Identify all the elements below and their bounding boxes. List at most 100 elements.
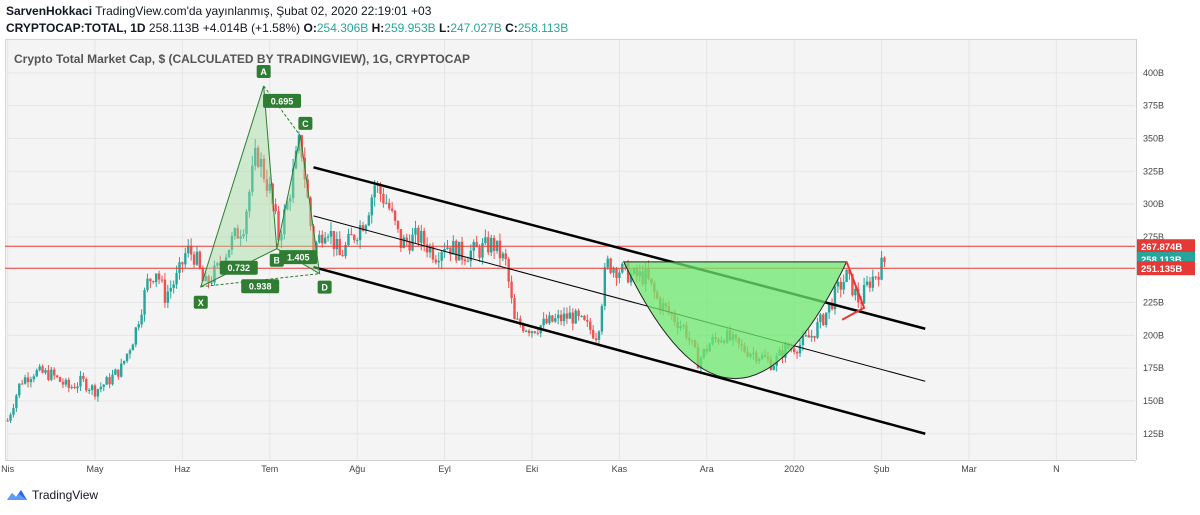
candle-body [498, 240, 502, 259]
candle-body [87, 389, 91, 391]
candle-body [842, 282, 845, 290]
x-tick-label: Tem [261, 464, 278, 474]
candle-body [181, 262, 184, 265]
x-tick-label: Eki [526, 464, 539, 474]
chart-pane[interactable] [5, 39, 1136, 462]
footer-brand[interactable]: TradingView [32, 488, 99, 502]
author-name[interactable]: SarvenHokkaci [6, 4, 93, 18]
candle-body [603, 267, 607, 307]
tradingview-logo-icon[interactable] [6, 488, 28, 502]
y-tick-label: 300B [1143, 199, 1164, 209]
candle-body [457, 241, 461, 261]
high-label: H: [371, 21, 385, 35]
candle-body [353, 235, 356, 241]
candle-body [79, 375, 82, 387]
candle-body [85, 379, 88, 391]
candle-body [99, 386, 103, 390]
candle-body [210, 282, 213, 284]
candle-body [839, 281, 842, 290]
flag-shape [841, 261, 866, 321]
candle-body [431, 246, 435, 260]
candle-body [626, 263, 630, 283]
x-tick-label: Haz [174, 464, 191, 474]
candle-body [373, 185, 376, 198]
candle-body [557, 314, 560, 319]
x-tick-label: N [1053, 464, 1060, 474]
x-tick-label: Ağu [349, 464, 365, 474]
candle-body [868, 281, 872, 288]
candle-body [29, 379, 33, 383]
candle-body [478, 247, 481, 258]
candle-body [178, 262, 181, 273]
ratio-label: 0.732 [228, 263, 251, 273]
candle-body [160, 279, 164, 281]
candle-body [114, 369, 117, 375]
candle-body [533, 331, 537, 333]
candle-body [323, 237, 327, 244]
candle-body [9, 414, 12, 421]
candle-body [122, 360, 126, 364]
candle-body [23, 377, 27, 384]
candle-body [527, 330, 531, 334]
candle-body [388, 202, 391, 209]
candle-body [519, 318, 522, 325]
candle-body [364, 225, 368, 231]
y-tick-label: 350B [1143, 133, 1164, 143]
candle-body [524, 330, 528, 332]
candle-body [466, 261, 470, 263]
channel-line-middle [313, 215, 926, 382]
high-value: 259.953B [384, 21, 436, 35]
candle-body [169, 287, 172, 292]
candle-body [248, 191, 251, 212]
candle-body [440, 252, 443, 261]
time-axis[interactable] [5, 460, 1135, 481]
ratio-badge [241, 279, 280, 294]
candle-body [201, 268, 205, 282]
y-tick-label: 275B [1143, 232, 1164, 242]
candle-body [44, 370, 47, 373]
candle-body [565, 313, 569, 319]
candle-body [213, 265, 216, 283]
price-label-text: 251.135B [1141, 264, 1182, 275]
candle-body [227, 249, 231, 258]
candle-body [836, 281, 840, 287]
candle-body [504, 253, 507, 260]
candle-body [370, 197, 373, 216]
candle-body [120, 363, 123, 377]
candle-body [131, 344, 135, 351]
candle-body [405, 237, 408, 242]
candle-body [845, 269, 848, 283]
candle-body [26, 377, 30, 383]
candle-body [38, 366, 41, 371]
candle-body [184, 253, 187, 265]
ratio-label: 0.695 [271, 96, 294, 106]
candle-body [335, 238, 339, 250]
harmonic-point-label: C [302, 119, 309, 129]
candle-body [58, 377, 62, 382]
candle-body [341, 255, 344, 257]
candle-body [437, 260, 440, 263]
candle-body [554, 318, 557, 322]
candle-body [192, 254, 196, 265]
x-tick-label: Şub [874, 464, 890, 474]
candle-body [810, 335, 813, 338]
candle-body [262, 158, 266, 180]
open-label: O: [303, 21, 317, 35]
low-label: L: [439, 21, 451, 35]
candle-body [152, 281, 155, 283]
harmonic-point-badge [193, 295, 208, 309]
candle-body [822, 314, 825, 326]
y-tick-label: 325B [1143, 166, 1164, 176]
x-tick-label: Mar [961, 464, 977, 474]
y-tick-label: 150B [1143, 396, 1164, 406]
candle-body [230, 236, 234, 250]
candle-body [629, 273, 633, 283]
candle-body [594, 338, 598, 340]
candle-body [874, 276, 877, 278]
candle-body [792, 348, 796, 353]
candle-body [312, 226, 315, 254]
candle-body [591, 329, 595, 339]
candle-body [134, 327, 137, 345]
candle-body [609, 258, 612, 273]
